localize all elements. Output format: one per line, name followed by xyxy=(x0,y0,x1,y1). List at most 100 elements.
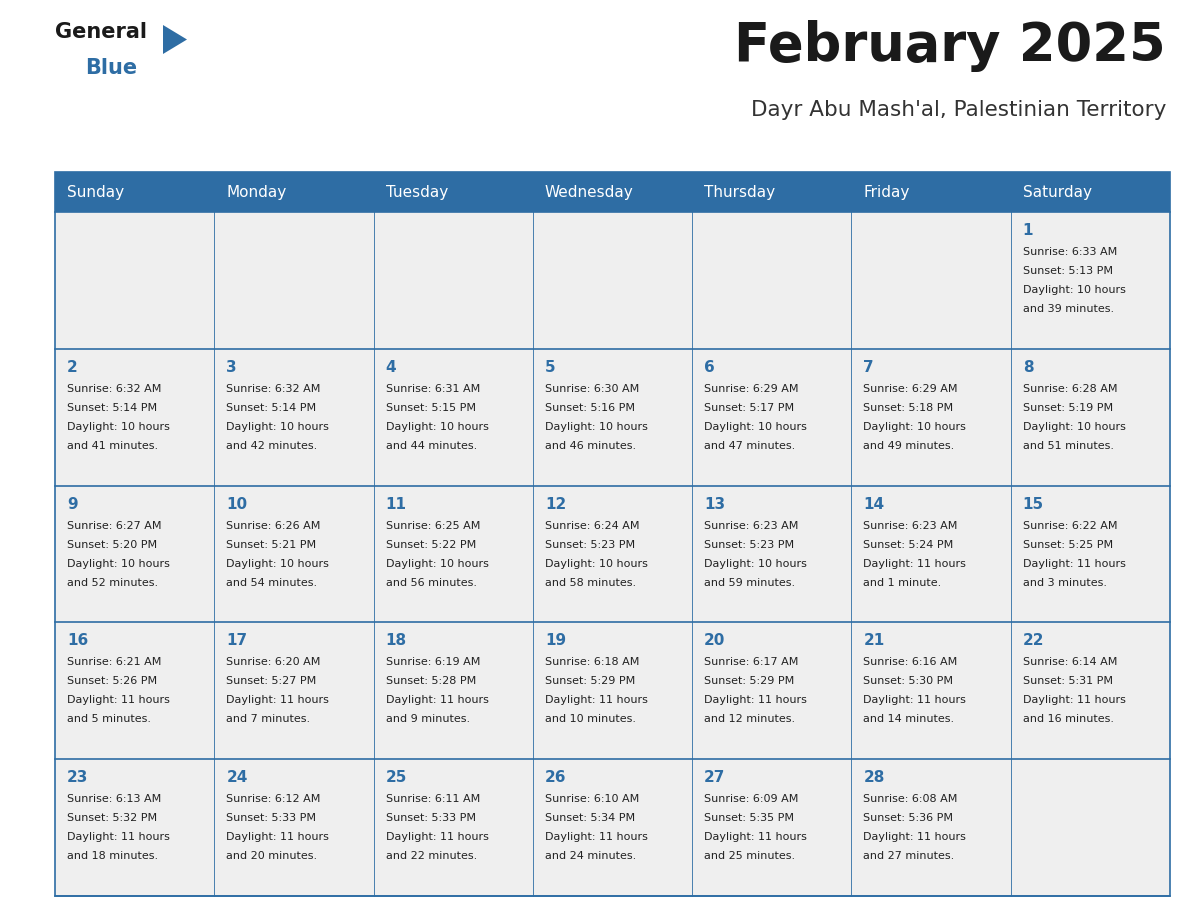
Text: and 5 minutes.: and 5 minutes. xyxy=(67,714,151,724)
Text: Friday: Friday xyxy=(864,185,910,199)
Bar xyxy=(1011,486,1170,622)
Text: February 2025: February 2025 xyxy=(734,20,1165,72)
Text: Sunset: 5:20 PM: Sunset: 5:20 PM xyxy=(67,540,157,550)
Text: and 14 minutes.: and 14 minutes. xyxy=(864,714,954,724)
Text: Sunrise: 6:10 AM: Sunrise: 6:10 AM xyxy=(545,794,639,804)
Text: Sunrise: 6:16 AM: Sunrise: 6:16 AM xyxy=(864,657,958,667)
Text: and 47 minutes.: and 47 minutes. xyxy=(704,441,796,451)
Text: Daylight: 11 hours: Daylight: 11 hours xyxy=(864,558,966,568)
Text: Sunset: 5:22 PM: Sunset: 5:22 PM xyxy=(386,540,476,550)
Text: and 25 minutes.: and 25 minutes. xyxy=(704,851,795,861)
Text: 24: 24 xyxy=(226,770,247,785)
Text: Sunrise: 6:20 AM: Sunrise: 6:20 AM xyxy=(226,657,321,667)
Bar xyxy=(1011,759,1170,896)
Text: Sunrise: 6:12 AM: Sunrise: 6:12 AM xyxy=(226,794,321,804)
Text: Daylight: 10 hours: Daylight: 10 hours xyxy=(386,558,488,568)
Text: Daylight: 11 hours: Daylight: 11 hours xyxy=(545,833,647,842)
Text: Sunset: 5:17 PM: Sunset: 5:17 PM xyxy=(704,403,795,413)
Text: and 12 minutes.: and 12 minutes. xyxy=(704,714,795,724)
Text: Thursday: Thursday xyxy=(704,185,776,199)
Bar xyxy=(852,349,1011,486)
Text: Daylight: 11 hours: Daylight: 11 hours xyxy=(226,696,329,705)
Text: Daylight: 11 hours: Daylight: 11 hours xyxy=(1023,696,1125,705)
Text: Sunset: 5:23 PM: Sunset: 5:23 PM xyxy=(545,540,634,550)
Text: Sunrise: 6:29 AM: Sunrise: 6:29 AM xyxy=(864,384,958,394)
Text: Daylight: 11 hours: Daylight: 11 hours xyxy=(386,696,488,705)
Text: Sunrise: 6:22 AM: Sunrise: 6:22 AM xyxy=(1023,521,1117,531)
Text: Daylight: 10 hours: Daylight: 10 hours xyxy=(1023,285,1125,295)
Text: 23: 23 xyxy=(67,770,88,785)
Text: Sunrise: 6:18 AM: Sunrise: 6:18 AM xyxy=(545,657,639,667)
Text: Daylight: 11 hours: Daylight: 11 hours xyxy=(386,833,488,842)
Text: Daylight: 10 hours: Daylight: 10 hours xyxy=(226,558,329,568)
Text: and 41 minutes.: and 41 minutes. xyxy=(67,441,158,451)
Text: Wednesday: Wednesday xyxy=(545,185,633,199)
Text: and 42 minutes.: and 42 minutes. xyxy=(226,441,317,451)
Text: Sunrise: 6:30 AM: Sunrise: 6:30 AM xyxy=(545,384,639,394)
Text: Daylight: 11 hours: Daylight: 11 hours xyxy=(226,833,329,842)
Text: 3: 3 xyxy=(226,360,236,375)
Text: Sunrise: 6:28 AM: Sunrise: 6:28 AM xyxy=(1023,384,1117,394)
Text: Sunset: 5:30 PM: Sunset: 5:30 PM xyxy=(864,677,954,687)
Text: Sunrise: 6:19 AM: Sunrise: 6:19 AM xyxy=(386,657,480,667)
Text: Sunset: 5:16 PM: Sunset: 5:16 PM xyxy=(545,403,634,413)
Text: Sunrise: 6:29 AM: Sunrise: 6:29 AM xyxy=(704,384,798,394)
Text: 1: 1 xyxy=(1023,223,1034,238)
Bar xyxy=(533,759,693,896)
Text: and 3 minutes.: and 3 minutes. xyxy=(1023,577,1107,588)
Text: Daylight: 10 hours: Daylight: 10 hours xyxy=(1023,421,1125,431)
Text: Daylight: 11 hours: Daylight: 11 hours xyxy=(1023,558,1125,568)
Bar xyxy=(693,486,852,622)
Bar xyxy=(55,759,214,896)
Text: 10: 10 xyxy=(226,497,247,511)
Text: 18: 18 xyxy=(386,633,406,648)
Text: and 52 minutes.: and 52 minutes. xyxy=(67,577,158,588)
Text: Sunset: 5:25 PM: Sunset: 5:25 PM xyxy=(1023,540,1113,550)
Bar xyxy=(852,759,1011,896)
Text: 15: 15 xyxy=(1023,497,1044,511)
Text: and 18 minutes.: and 18 minutes. xyxy=(67,851,158,861)
Text: Sunrise: 6:17 AM: Sunrise: 6:17 AM xyxy=(704,657,798,667)
Text: Daylight: 11 hours: Daylight: 11 hours xyxy=(704,696,807,705)
Text: 28: 28 xyxy=(864,770,885,785)
Bar xyxy=(373,622,533,759)
Text: 22: 22 xyxy=(1023,633,1044,648)
Bar xyxy=(533,622,693,759)
Text: Sunset: 5:36 PM: Sunset: 5:36 PM xyxy=(864,813,954,823)
Text: Daylight: 11 hours: Daylight: 11 hours xyxy=(545,696,647,705)
Text: Sunrise: 6:08 AM: Sunrise: 6:08 AM xyxy=(864,794,958,804)
Text: Sunrise: 6:23 AM: Sunrise: 6:23 AM xyxy=(704,521,798,531)
Bar xyxy=(55,172,1170,896)
Bar xyxy=(852,486,1011,622)
Text: 27: 27 xyxy=(704,770,726,785)
Text: Sunrise: 6:11 AM: Sunrise: 6:11 AM xyxy=(386,794,480,804)
Text: 17: 17 xyxy=(226,633,247,648)
Text: Daylight: 11 hours: Daylight: 11 hours xyxy=(67,696,170,705)
Text: Sunset: 5:18 PM: Sunset: 5:18 PM xyxy=(864,403,954,413)
Text: and 27 minutes.: and 27 minutes. xyxy=(864,851,955,861)
Text: 26: 26 xyxy=(545,770,567,785)
Text: Sunrise: 6:32 AM: Sunrise: 6:32 AM xyxy=(226,384,321,394)
Bar xyxy=(1011,212,1170,349)
Text: Sunset: 5:32 PM: Sunset: 5:32 PM xyxy=(67,813,157,823)
Text: Dayr Abu Mash'al, Palestinian Territory: Dayr Abu Mash'al, Palestinian Territory xyxy=(751,100,1165,120)
Polygon shape xyxy=(163,25,187,54)
Bar xyxy=(1011,349,1170,486)
Text: and 46 minutes.: and 46 minutes. xyxy=(545,441,636,451)
Text: Sunset: 5:27 PM: Sunset: 5:27 PM xyxy=(226,677,316,687)
Bar xyxy=(373,486,533,622)
Text: Sunset: 5:33 PM: Sunset: 5:33 PM xyxy=(386,813,475,823)
Text: and 20 minutes.: and 20 minutes. xyxy=(226,851,317,861)
Text: 14: 14 xyxy=(864,497,885,511)
Bar xyxy=(214,759,373,896)
Bar xyxy=(373,759,533,896)
Text: Daylight: 10 hours: Daylight: 10 hours xyxy=(545,558,647,568)
Text: and 22 minutes.: and 22 minutes. xyxy=(386,851,476,861)
Bar xyxy=(214,212,373,349)
Text: and 24 minutes.: and 24 minutes. xyxy=(545,851,636,861)
Text: 19: 19 xyxy=(545,633,565,648)
Text: 5: 5 xyxy=(545,360,556,375)
Text: Blue: Blue xyxy=(86,58,137,78)
Text: 11: 11 xyxy=(386,497,406,511)
Text: Sunset: 5:19 PM: Sunset: 5:19 PM xyxy=(1023,403,1113,413)
